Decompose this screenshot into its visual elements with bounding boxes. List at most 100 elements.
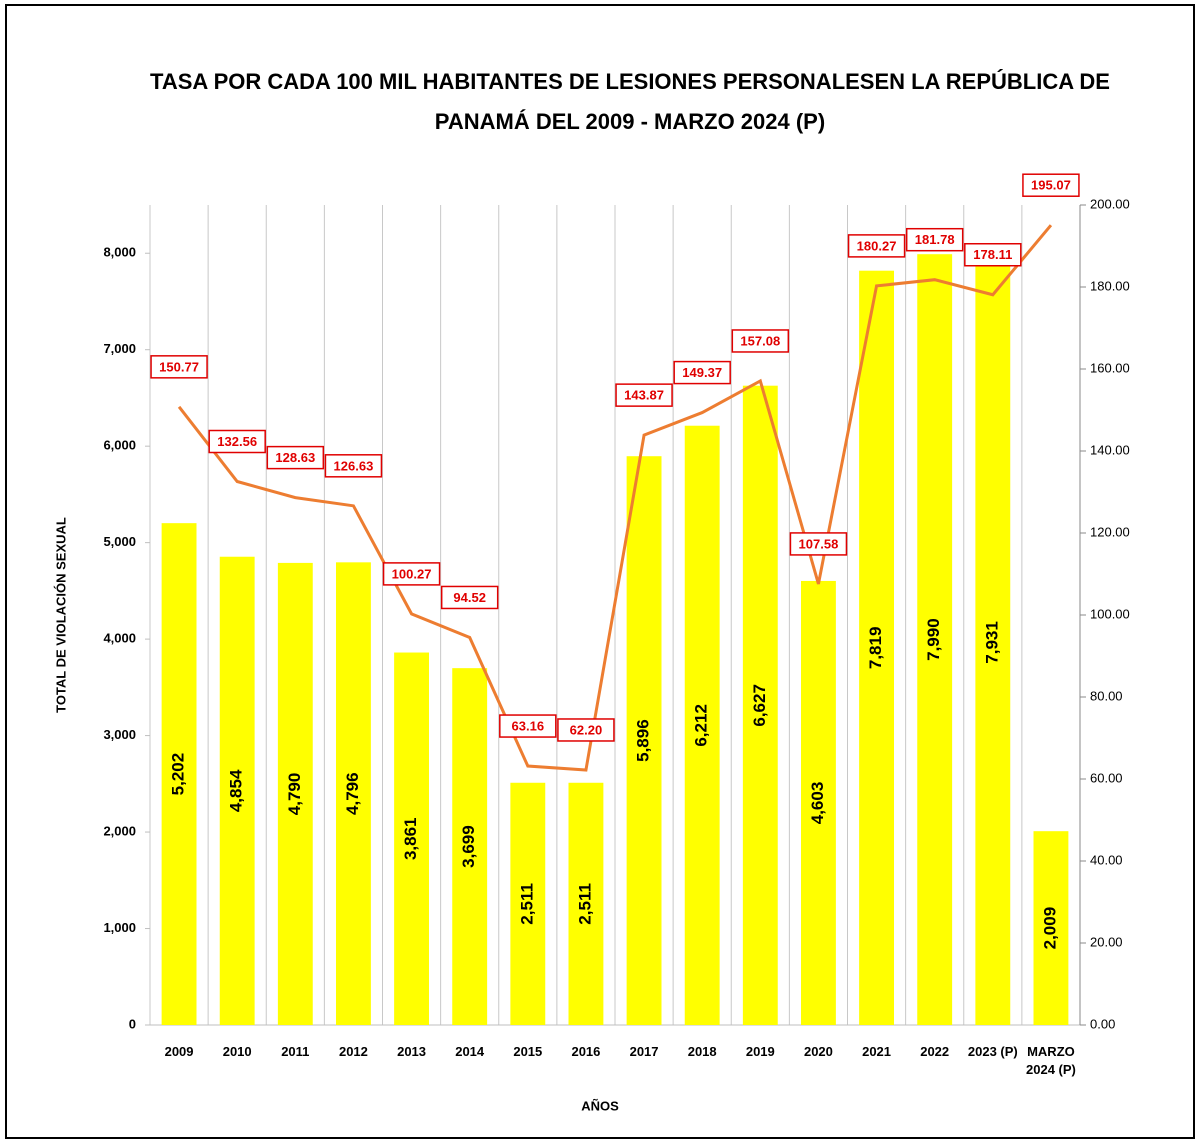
line-label-box bbox=[440, 585, 499, 610]
line-value-label: 143.87 bbox=[624, 388, 664, 403]
bar-value-label: 2,511 bbox=[575, 883, 594, 925]
x-tick-label: 2017 bbox=[629, 1044, 659, 1059]
bar bbox=[917, 254, 953, 1025]
y-tick-label: 0 bbox=[129, 1016, 136, 1031]
line-value-label: 157.08 bbox=[740, 333, 780, 348]
line-value-label: 132.56 bbox=[217, 434, 257, 449]
x-axis-title: AÑOS bbox=[581, 1098, 619, 1113]
bar-value-label: 3,699 bbox=[459, 825, 478, 868]
chart-border bbox=[5, 4, 1195, 1139]
bar-value-label: 5,896 bbox=[634, 719, 653, 762]
line-label-box bbox=[150, 355, 208, 379]
y2-tick-label: 80.00 bbox=[1090, 688, 1123, 703]
y-tick-label: 6,000 bbox=[103, 438, 136, 453]
y2-tick-label: 40.00 bbox=[1090, 852, 1123, 867]
bar bbox=[684, 425, 720, 1025]
x-tick-label: 2010 bbox=[222, 1044, 252, 1059]
line-value-label: 126.63 bbox=[334, 458, 374, 473]
y2-tick-label: 120.00 bbox=[1090, 524, 1130, 539]
y2-tick-label: 180.00 bbox=[1090, 278, 1130, 293]
line-label-box bbox=[499, 714, 557, 738]
bar-value-label: 6,212 bbox=[692, 704, 711, 747]
line-value-label: 180.27 bbox=[857, 238, 897, 253]
line-value-label: 181.78 bbox=[915, 232, 955, 247]
x-tick-label: 2012 bbox=[338, 1044, 368, 1059]
line-label-box bbox=[905, 227, 964, 252]
x-tick-label: 2011 bbox=[281, 1044, 310, 1059]
line-label-box bbox=[964, 242, 1022, 267]
line-label-box bbox=[615, 383, 673, 407]
line-label-box bbox=[731, 329, 790, 353]
x-tick-label: MARZO 2024 (P) bbox=[1026, 1044, 1076, 1077]
y2-tick-label: 200.00 bbox=[1090, 196, 1130, 211]
x-tick-label: 2023 (P) bbox=[967, 1044, 1018, 1059]
x-tick-label: 2018 bbox=[687, 1044, 717, 1059]
bar-value-label: 6,627 bbox=[750, 684, 769, 727]
x-tick-label: 2009 bbox=[164, 1044, 194, 1059]
bar bbox=[161, 523, 197, 1025]
bar bbox=[452, 668, 488, 1025]
y-tick-label: 5,000 bbox=[103, 534, 136, 549]
line-label-box bbox=[557, 718, 615, 742]
x-tick-label: 2015 bbox=[513, 1044, 543, 1059]
line-label-box bbox=[1022, 173, 1080, 197]
bar bbox=[219, 556, 255, 1025]
bar-value-label: 4,796 bbox=[343, 772, 362, 815]
bar bbox=[568, 782, 604, 1025]
x-tick-label: 2019 bbox=[745, 1044, 775, 1059]
bar bbox=[859, 270, 894, 1025]
bar bbox=[510, 782, 546, 1025]
bar bbox=[336, 562, 371, 1025]
line-label-box bbox=[266, 445, 325, 470]
line-value-label: 195.07 bbox=[1031, 178, 1071, 193]
bar-value-label: 5,202 bbox=[169, 753, 188, 796]
x-tick-label: 2021 bbox=[862, 1044, 892, 1059]
bar-value-label: 2,511 bbox=[517, 883, 536, 925]
line bbox=[177, 224, 1053, 772]
line-value-label: 62.20 bbox=[570, 722, 603, 737]
y-tick-label: 2,000 bbox=[103, 823, 136, 838]
x-tick-label: 2016 bbox=[571, 1044, 601, 1059]
y-tick-label: 4,000 bbox=[103, 631, 136, 646]
line-label-box bbox=[324, 454, 383, 478]
line-label-box bbox=[382, 562, 441, 586]
bar bbox=[277, 562, 313, 1025]
y-tick-label: 3,000 bbox=[103, 727, 136, 742]
chart-title: TASA POR CADA 100 MIL HABITANTES DE LESI… bbox=[150, 69, 1110, 134]
y2-tick-label: 60.00 bbox=[1090, 770, 1123, 785]
bar bbox=[742, 385, 778, 1025]
bar-value-label: 3,861 bbox=[401, 817, 420, 860]
bar-value-label: 7,819 bbox=[866, 627, 885, 670]
bar-value-label: 4,603 bbox=[808, 782, 827, 825]
y2-tick-label: 160.00 bbox=[1090, 360, 1130, 375]
bar-value-label: 7,990 bbox=[924, 618, 943, 661]
line-value-label: 107.58 bbox=[799, 536, 839, 551]
bar bbox=[626, 456, 662, 1025]
line-label-box bbox=[673, 360, 731, 385]
line-value-label: 178.11 bbox=[973, 247, 1012, 262]
bar-value-label: 2,009 bbox=[1040, 907, 1059, 950]
line-value-label: 128.63 bbox=[275, 450, 315, 465]
y2-tick-label: 20.00 bbox=[1090, 934, 1123, 949]
bar bbox=[1033, 831, 1069, 1025]
x-tick-label: 2022 bbox=[920, 1044, 950, 1059]
bar-value-label: 4,790 bbox=[285, 773, 304, 816]
line-value-label: 63.16 bbox=[512, 718, 545, 733]
y-axis-title: TOTAL DE VIOLACIÓN SEXUAL bbox=[53, 517, 68, 713]
bar-value-label: 4,854 bbox=[227, 769, 246, 812]
bar bbox=[394, 652, 429, 1025]
y2-tick-label: 100.00 bbox=[1090, 606, 1130, 621]
bar-value-label: 7,931 bbox=[982, 621, 1001, 664]
line-label-box bbox=[847, 234, 906, 258]
line-value-label: 150.77 bbox=[159, 359, 199, 374]
bar bbox=[975, 259, 1011, 1026]
y-tick-label: 1,000 bbox=[103, 920, 136, 935]
y2-tick-label: 0.00 bbox=[1090, 1016, 1115, 1031]
x-tick-label: 2014 bbox=[455, 1044, 485, 1059]
y2-tick-label: 140.00 bbox=[1090, 442, 1130, 457]
line-value-label: 149.37 bbox=[682, 365, 722, 380]
x-tick-label: 2020 bbox=[803, 1044, 833, 1059]
line-value-label: 94.52 bbox=[453, 590, 486, 605]
y-tick-label: 8,000 bbox=[103, 245, 136, 260]
